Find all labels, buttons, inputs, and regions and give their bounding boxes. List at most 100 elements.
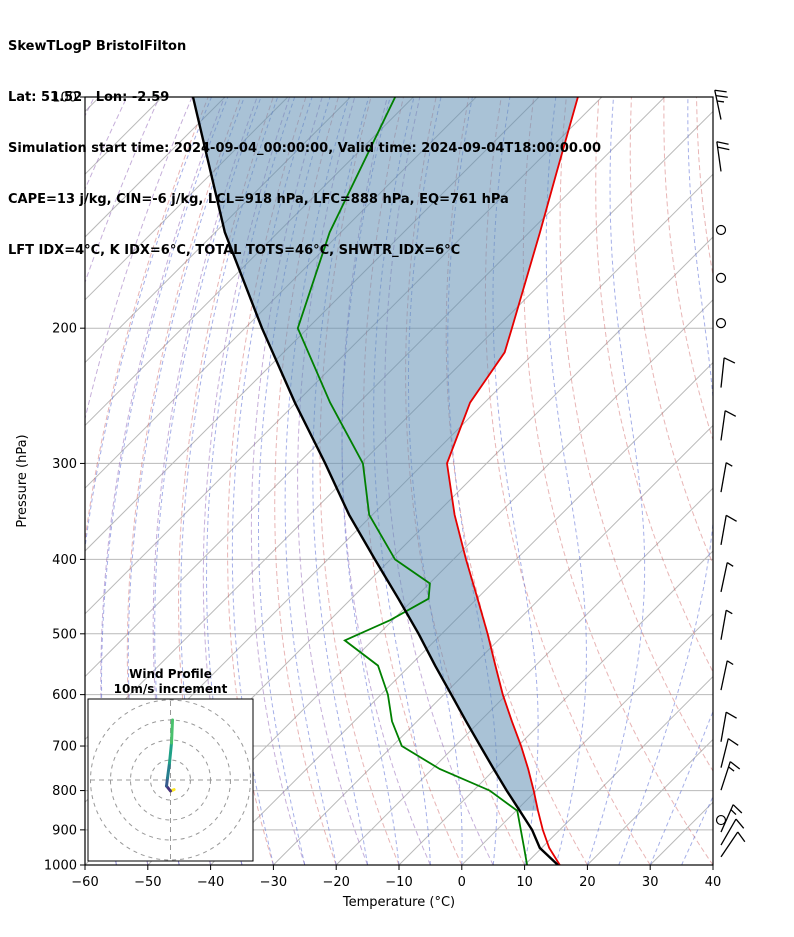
purple-adiabat-line	[384, 97, 494, 865]
wind-barb-staff	[720, 515, 727, 546]
x-tick-label: −50	[134, 875, 161, 890]
wind-barb-full-tick	[735, 818, 745, 829]
hodograph-subtitle: 10m/s increment	[114, 682, 228, 696]
dry-adiabat-line	[227, 97, 307, 865]
wind-barb-staff	[720, 738, 729, 768]
moist-adiabat-line	[180, 97, 279, 865]
wind-barb-staff	[720, 761, 731, 791]
y-tick-label: 100	[52, 91, 77, 106]
x-tick-label: −40	[197, 875, 224, 890]
hodograph-box	[87, 698, 254, 862]
calm-wind-circle	[715, 814, 727, 826]
wind-barb-half-tick	[730, 809, 737, 816]
wind-barb-half-tick	[725, 462, 733, 467]
isotherm-line	[461, 613, 713, 865]
y-tick-label: 800	[52, 784, 77, 799]
moist-adiabat-line	[649, 710, 713, 865]
wind-barb-staff	[720, 712, 727, 742]
hodograph-ring	[150, 759, 191, 801]
wind-barb-half-tick	[716, 100, 725, 103]
moist-adiabat-line	[154, 97, 262, 865]
isotherm-line	[649, 801, 713, 865]
dry-adiabat-line	[522, 97, 713, 865]
wind-barb-staff	[720, 462, 727, 493]
purple-adiabat-line	[250, 97, 323, 865]
x-tick-label: 20	[579, 875, 596, 890]
wind-barb-staff	[720, 410, 726, 441]
cape-cin-shade	[193, 97, 578, 811]
x-tick-label: 30	[642, 875, 659, 890]
wind-barb-full-tick	[732, 804, 743, 814]
dry-adiabat-line	[274, 97, 339, 865]
dry-adiabat-line	[85, 97, 209, 865]
parcel-line	[191, 97, 559, 865]
figure-title: SkewTLogP BristolFilton	[8, 39, 187, 54]
figure-times: Simulation start time: 2024-09-04_00:00:…	[8, 141, 601, 156]
isotherm-line	[524, 675, 713, 865]
wind-barb-staff	[714, 90, 722, 120]
dry-adiabat-line	[126, 97, 242, 865]
x-tick-label: 0	[458, 875, 466, 890]
purple-adiabat-line	[152, 97, 258, 865]
moist-adiabat-line	[618, 97, 713, 865]
y-tick-label: 700	[52, 740, 77, 755]
y-tick-label: 500	[52, 627, 77, 642]
moist-adiabat-line	[284, 97, 350, 865]
y-tick-label: 200	[52, 322, 77, 337]
y-tick-label: 900	[52, 823, 77, 838]
x-tick-label: −60	[71, 875, 98, 890]
temperature-line	[446, 97, 579, 865]
wind-barb-full-tick	[723, 357, 736, 364]
y-tick-label: 300	[52, 457, 77, 472]
hodograph-ring	[130, 739, 211, 821]
purple-adiabat-line	[297, 97, 369, 865]
calm-wind-circle	[715, 224, 727, 236]
wind-barb-staff	[720, 610, 727, 640]
plot-background	[85, 97, 713, 865]
figure-indices-2: LFT IDX=4°C, K IDX=6°C, TOTAL TOTS=46°C,…	[8, 243, 461, 258]
isotherm-line	[335, 487, 713, 865]
wind-barb-staff	[720, 660, 728, 691]
isotherm-line	[85, 97, 289, 301]
moist-adiabat-line	[258, 97, 331, 865]
purple-adiabat-line	[100, 97, 225, 865]
x-axis-title: Temperature (°C)	[342, 895, 455, 910]
calm-wind-circle	[715, 318, 727, 329]
wind-barb-full-tick	[717, 146, 730, 151]
wind-barb-full-tick	[727, 738, 739, 746]
wind-barb-staff	[720, 831, 739, 858]
y-tick-label: 400	[52, 553, 77, 568]
wind-barb-half-tick	[726, 562, 734, 567]
x-tick-label: −10	[385, 875, 412, 890]
moist-adiabat-line	[101, 97, 229, 865]
wind-barb-half-tick	[728, 766, 735, 772]
hodograph-trace-segment	[168, 741, 173, 765]
hodograph-title: Wind Profile	[129, 667, 212, 681]
wind-barb-half-tick	[725, 609, 733, 615]
isotherm-line	[398, 550, 713, 865]
figure-indices-1: CAPE=13 j/kg, CIN=-6 j/kg, LCL=918 hPa, …	[8, 192, 509, 207]
moist-adiabat-line	[85, 97, 212, 865]
dewpoint-line	[296, 97, 528, 865]
figure-location: Lat: 51.52 Lon: -2.59	[8, 90, 170, 105]
dry-adiabat-line	[177, 97, 274, 865]
dry-adiabat-line	[629, 97, 713, 566]
x-tick-label: −20	[322, 875, 349, 890]
wind-barb-full-tick	[715, 94, 728, 98]
dry-adiabat-line	[595, 97, 713, 673]
moist-adiabat-line	[312, 97, 370, 865]
hodograph-trace-segment	[166, 761, 171, 780]
wind-barb-staff	[720, 357, 725, 388]
calm-wind-circle	[715, 272, 727, 283]
dry-adiabat-line	[663, 97, 713, 442]
hodograph-ring	[90, 699, 251, 861]
dry-adiabat-line	[445, 97, 588, 865]
figure-header: SkewTLogP BristolFilton Lat: 51.52 Lon: …	[8, 4, 601, 293]
isotherm-line	[147, 299, 713, 865]
isotherm-line	[587, 738, 713, 865]
y-tick-label: 1000	[44, 859, 77, 874]
